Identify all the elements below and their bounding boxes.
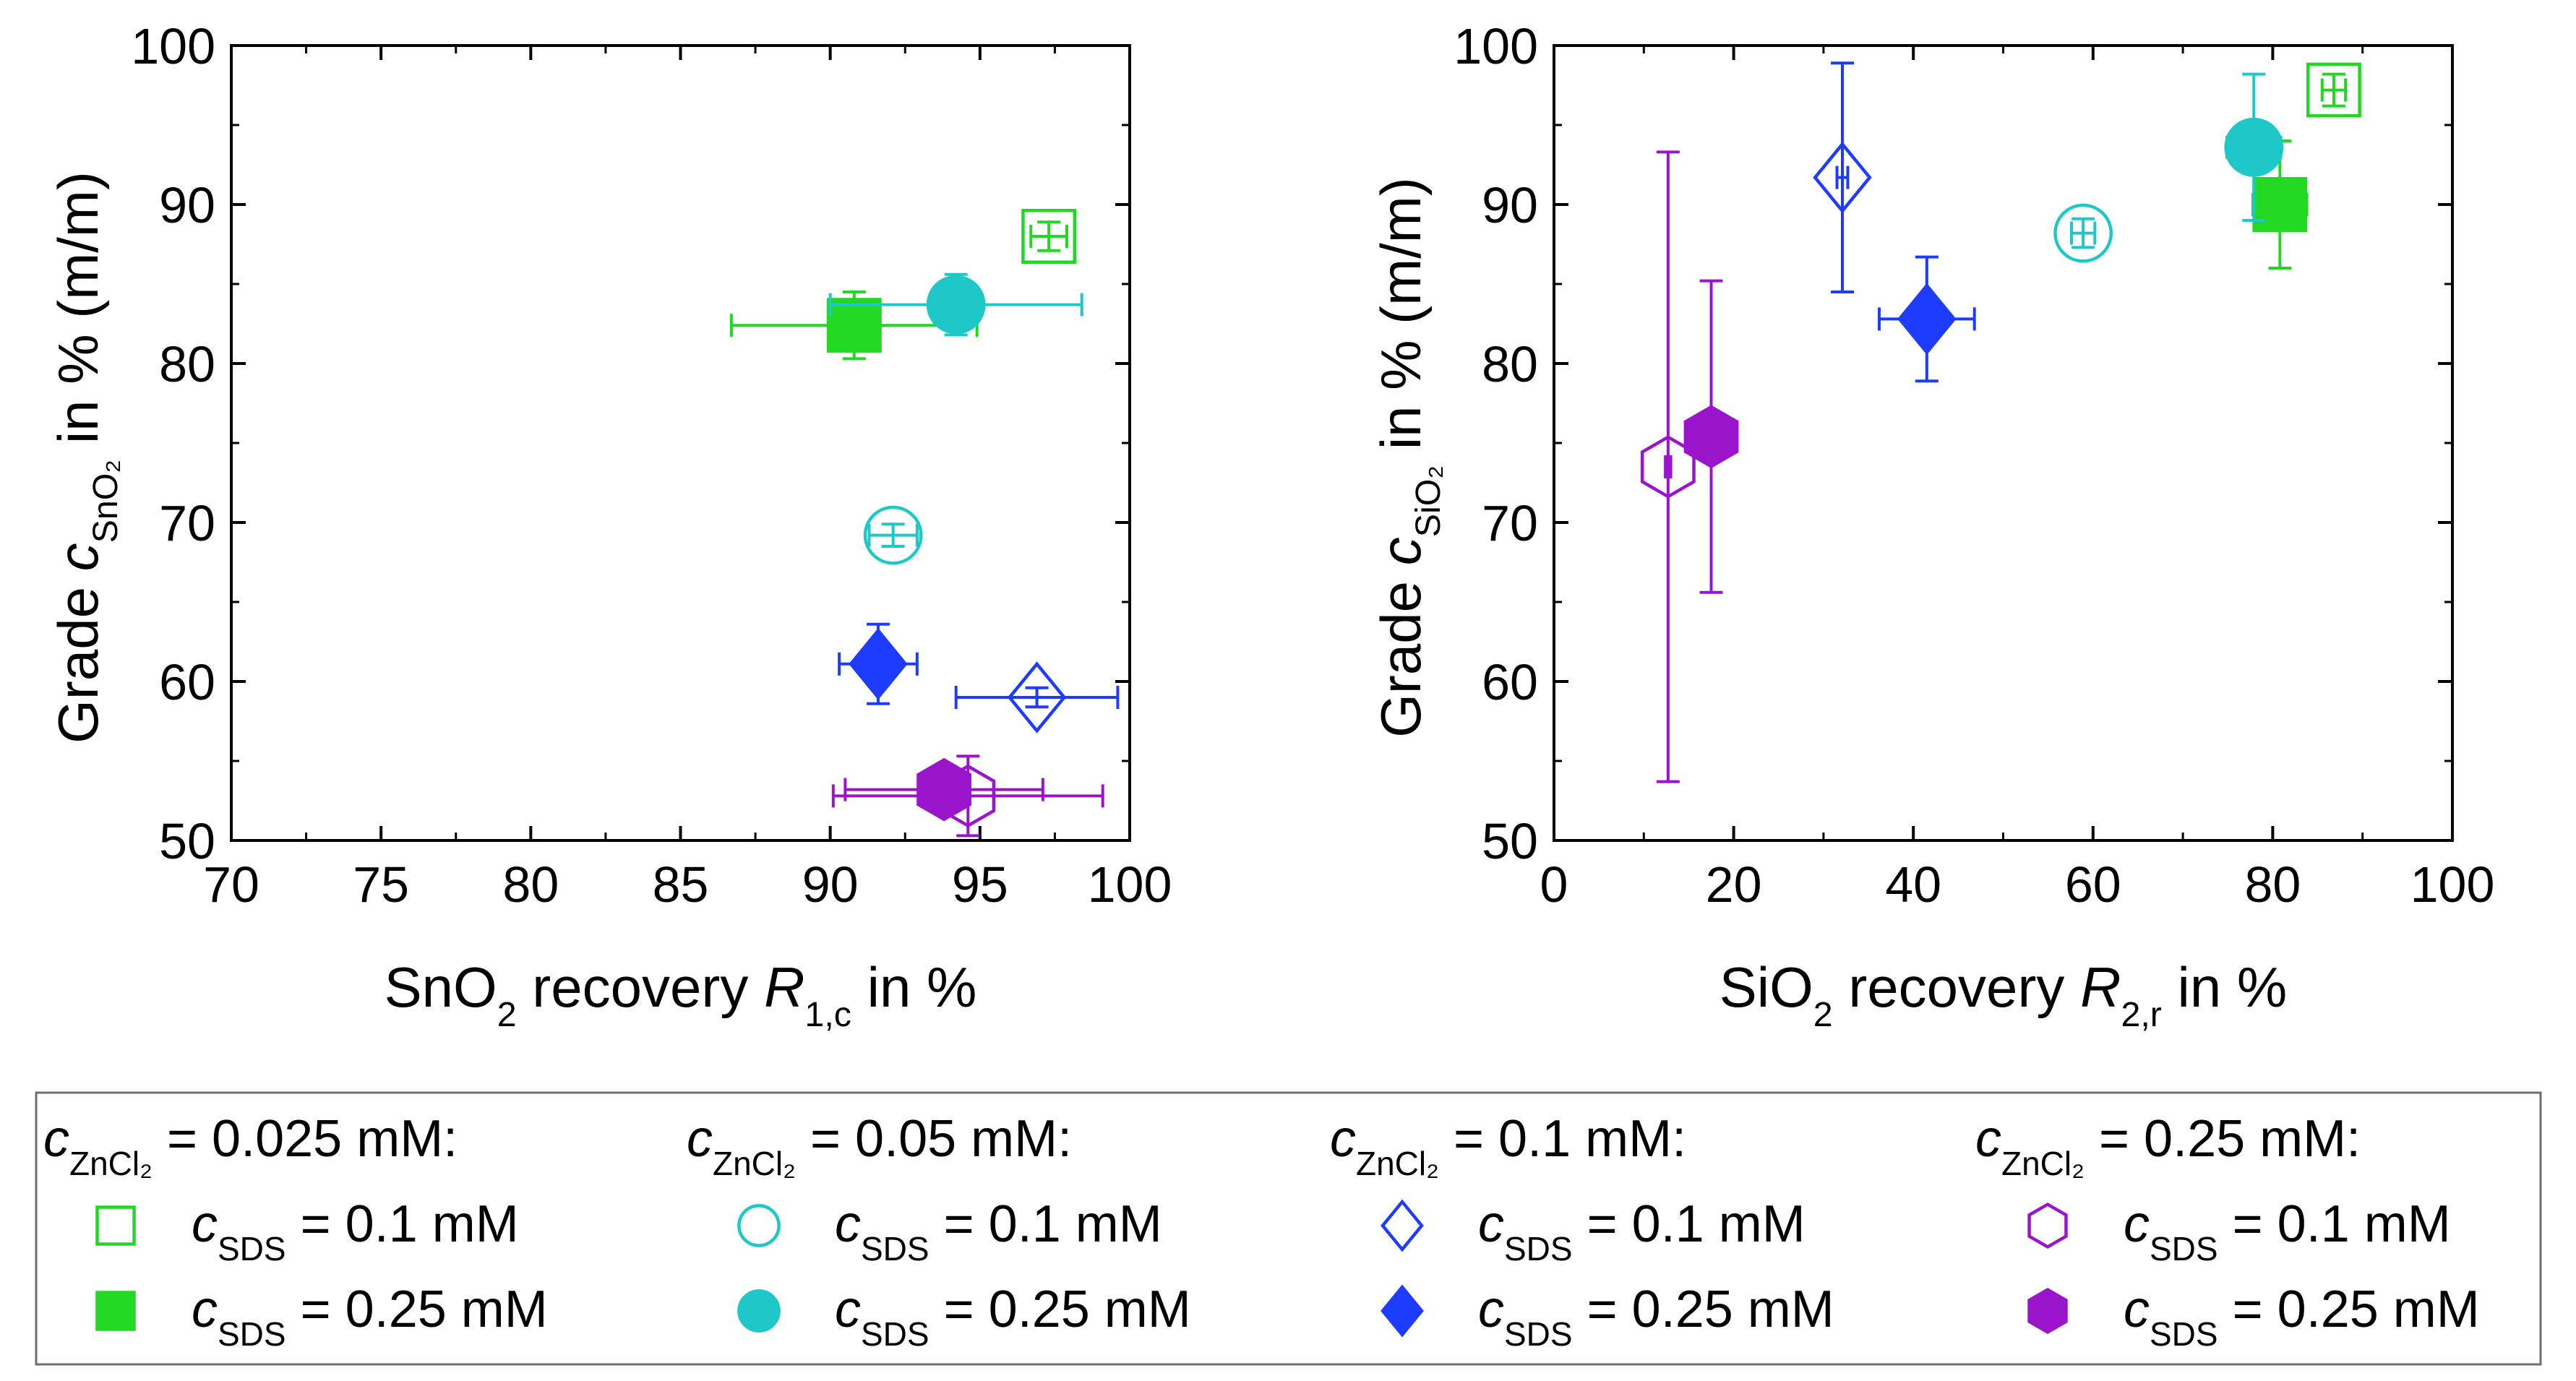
data-point-square-open: [1021, 209, 1077, 264]
legend-item-label: cSDS = 0.1 mM: [1478, 1195, 1806, 1268]
data-point-circle-filled: [2224, 117, 2284, 177]
legend-item-label: cSDS = 0.1 mM: [192, 1195, 519, 1268]
y-axis-label-left: Grade cSnO₂ in % (m/m): [46, 171, 125, 744]
y-axis-label-right: Grade cSiO₂ in % (m/m): [1369, 177, 1448, 738]
legend-item-label: cSDS = 0.1 mM: [835, 1195, 1162, 1268]
data-point-square-filled: [826, 298, 882, 353]
legend-item-label: cSDS = 0.25 mM: [2124, 1281, 2480, 1353]
legend-marker-hexagon-open: [2027, 1203, 2068, 1249]
legend-marker-square-open: [95, 1205, 136, 1246]
x-tick-label: 60: [2065, 856, 2121, 913]
y-tick-label: 100: [131, 18, 215, 74]
y-tick-label: 50: [159, 813, 215, 869]
data-point-hexagon-filled: [916, 757, 972, 822]
legend-marker-circle-filled: [737, 1289, 781, 1333]
data-point-diamond-filled: [1897, 283, 1957, 356]
legend-marker-diamond-open: [1381, 1199, 1424, 1252]
data-point-diamond-open: [1813, 141, 1872, 214]
x-tick-label: 80: [2244, 856, 2301, 913]
y-tick-label: 80: [1482, 336, 1538, 392]
error-bars: [1656, 150, 1680, 783]
error-bars: [2069, 217, 2097, 249]
legend-heading: cZnCl₂ = 0.1 mM:: [1330, 1110, 1686, 1182]
legend-marker-square-filled: [95, 1291, 136, 1331]
legend-item-label: cSDS = 0.25 mM: [192, 1281, 548, 1353]
legend-marker-circle-open: [737, 1204, 781, 1247]
y-tick-label: 70: [159, 495, 215, 551]
data-point-square-filled: [2252, 177, 2308, 232]
legend-item-label: cSDS = 0.25 mM: [1478, 1281, 1834, 1353]
data-point-square-open: [2306, 62, 2361, 118]
x-tick-label: 100: [2410, 856, 2495, 913]
legend-heading: cZnCl₂ = 0.05 mM:: [687, 1110, 1072, 1182]
x-tick-label: 20: [1706, 856, 1762, 913]
error-bars: [954, 686, 1120, 709]
data-point-circle-filled: [926, 275, 986, 335]
legend-marker-hexagon-filled: [2027, 1288, 2068, 1334]
x-tick-label: 0: [1540, 856, 1568, 913]
y-tick-label: 80: [159, 336, 215, 392]
data-point-diamond-open: [1007, 661, 1067, 733]
x-axis-label-right: SiO2 recovery R2,r in %: [1720, 955, 2288, 1034]
x-tick-label: 40: [1885, 856, 1941, 913]
x-tick-label: 90: [802, 856, 859, 913]
data-point-circle-open: [863, 505, 923, 565]
error-bars: [1831, 61, 1855, 293]
x-tick-label: 70: [203, 856, 259, 913]
y-tick-label: 100: [1454, 18, 1538, 74]
legend: cZnCl₂ = 0.025 mM: cSDS = 0.1 mM cSDS = 0.…: [35, 1091, 2542, 1366]
right-chart-panel: 0 20 40 60 80 100 50 60 70 80 90 100 SiO2 recovery R…: [1369, 18, 2494, 1034]
legend-item-label: cSDS = 0.1 mM: [2124, 1195, 2451, 1268]
data-point-hexagon-filled: [1683, 405, 1739, 468]
y-tick-label: 70: [1482, 495, 1538, 551]
data-point-circle-open: [2053, 203, 2113, 263]
legend-heading: cZnCl₂ = 0.25 mM:: [1975, 1110, 2361, 1182]
legend-frame: [35, 1091, 2542, 1366]
legend-item-label: cSDS = 0.25 mM: [835, 1281, 1191, 1353]
x-tick-label: 95: [952, 856, 1008, 913]
data-point-diamond-filled: [849, 628, 908, 700]
x-tick-label: 100: [1088, 856, 1172, 913]
legend-heading: cZnCl₂ = 0.025 mM:: [43, 1110, 458, 1182]
left-chart-panel: 70 75 80 85 90 95 100 50 60 70 80 90 100 SnO2 recover…: [46, 18, 1172, 1034]
legend-marker-diamond-filled: [1381, 1284, 1424, 1338]
y-tick-label: 90: [159, 177, 215, 233]
y-tick-label: 50: [1482, 813, 1538, 869]
y-tick-label: 60: [1482, 654, 1538, 710]
x-tick-label: 85: [653, 856, 709, 913]
y-tick-label: 60: [159, 654, 215, 710]
x-tick-label: 75: [353, 856, 409, 913]
error-bars: [1029, 220, 1068, 252]
x-tick-label: 80: [502, 856, 559, 913]
x-axis-label-left: SnO2 recovery R1,c in %: [385, 955, 977, 1034]
error-bars: [867, 522, 919, 548]
error-bars: [2320, 72, 2348, 108]
y-tick-label: 90: [1482, 177, 1538, 233]
